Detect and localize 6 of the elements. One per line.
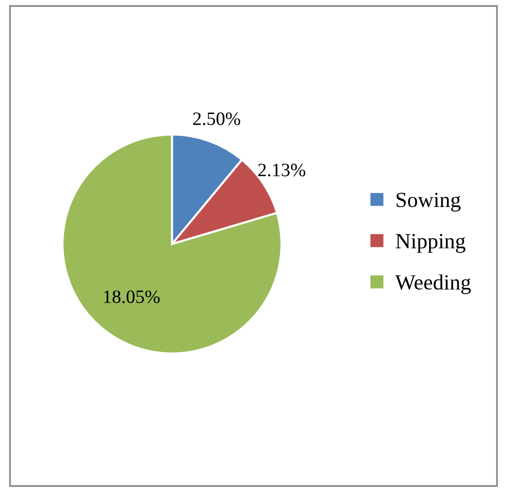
data-label: 2.13%: [258, 164, 306, 176]
legend-label: Weeding: [395, 274, 471, 294]
legend-label: Sowing: [396, 192, 461, 212]
data-label: 18.05%: [104, 290, 160, 304]
data-label: 2.50%: [193, 112, 240, 126]
legend-label: Nipping: [396, 234, 466, 253]
